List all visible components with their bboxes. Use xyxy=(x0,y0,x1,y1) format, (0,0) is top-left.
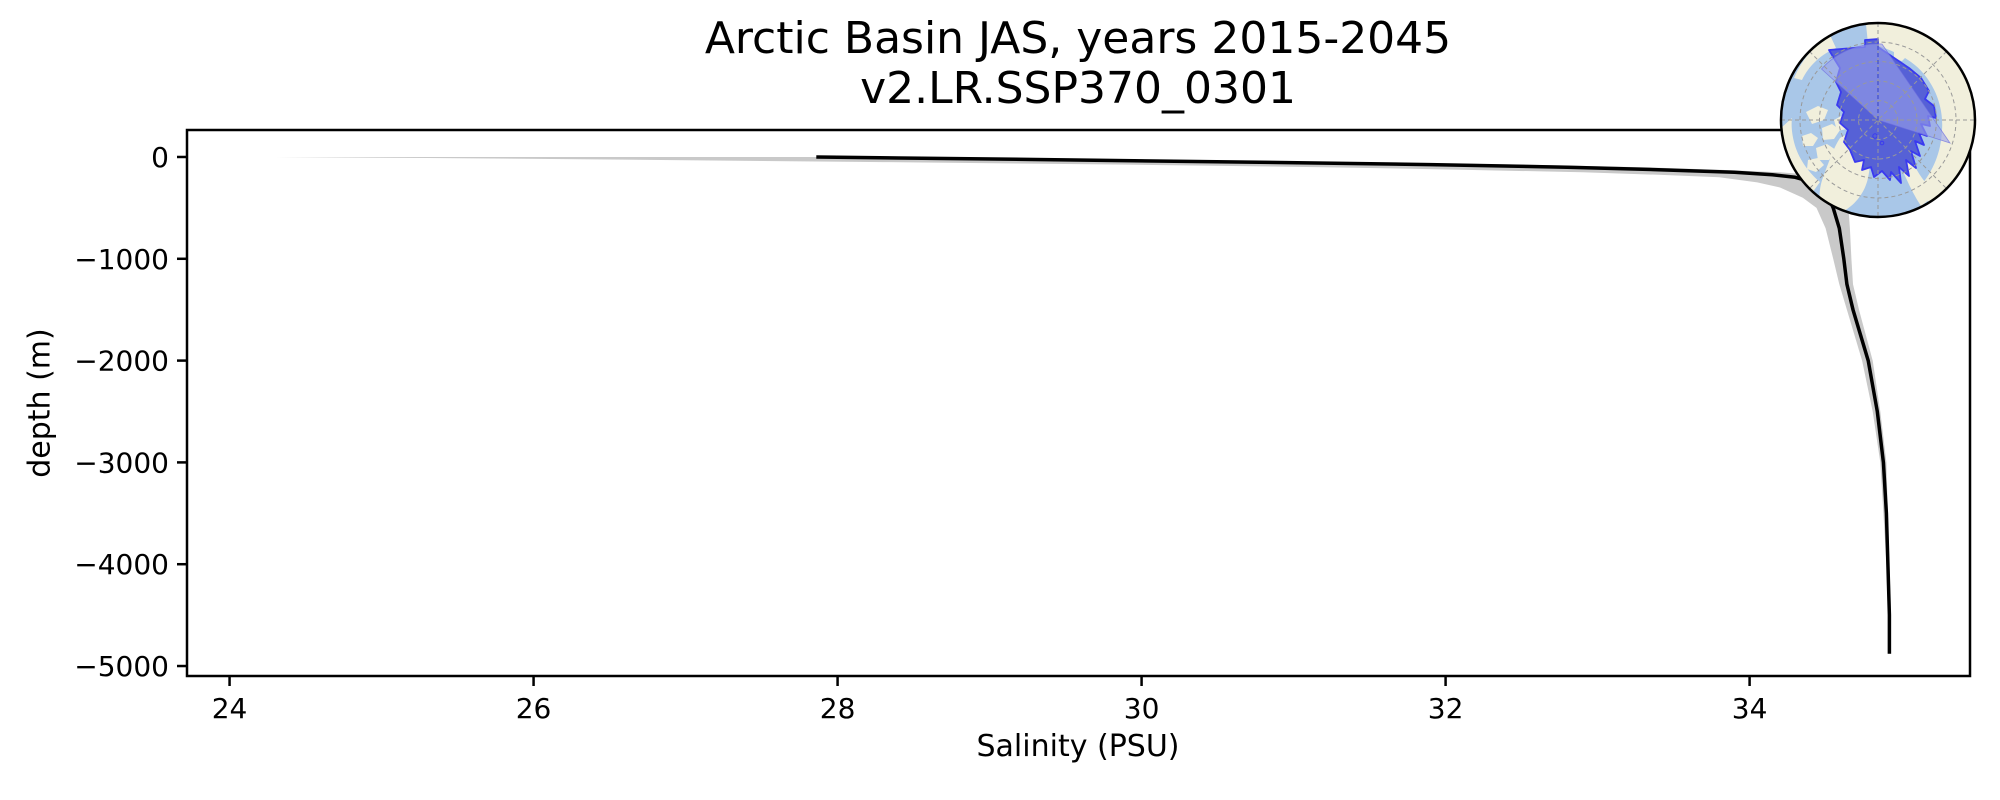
x-tick-label: 32 xyxy=(1428,692,1464,725)
x-tick-label: 30 xyxy=(1124,692,1160,725)
y-axis-label: depth (m) xyxy=(22,328,58,478)
map-graticule xyxy=(1781,23,1975,217)
x-tick-label: 24 xyxy=(212,692,248,725)
land-island-4 xyxy=(1816,144,1836,160)
y-tick-label: −2000 xyxy=(74,345,169,378)
land-island-6 xyxy=(1807,158,1824,172)
uncertainty-band xyxy=(275,157,1892,654)
map-border-circle xyxy=(1779,21,1977,219)
land-north-america xyxy=(1781,118,1820,193)
chart-title: Arctic Basin JAS, years 2015-2045 xyxy=(704,13,1452,64)
land-eurasia xyxy=(1866,23,1975,204)
x-tick-label: 34 xyxy=(1732,692,1768,725)
arctic-map-inset xyxy=(1779,21,1977,219)
x-tick-label: 26 xyxy=(516,692,552,725)
basin-sector-overlay xyxy=(1820,43,1951,144)
y-tick-label: −1000 xyxy=(74,243,169,276)
land-island-2 xyxy=(1822,124,1840,140)
basin-islet-2 xyxy=(1879,140,1885,146)
land-island-8 xyxy=(1894,50,1908,61)
x-axis-label: Salinity (PSU) xyxy=(976,729,1180,764)
y-tick-label: −3000 xyxy=(74,446,169,479)
y-tick-label: −4000 xyxy=(74,548,169,581)
map-land-group xyxy=(1781,23,1975,213)
mean-salinity-profile-line xyxy=(816,155,1892,654)
basin-islet-1 xyxy=(1872,133,1878,139)
y-tick-label: −5000 xyxy=(74,650,169,683)
y-tick-label: 0 xyxy=(151,141,169,174)
land-island-3 xyxy=(1802,133,1818,146)
chart-subtitle: v2.LR.SSP370_0301 xyxy=(860,63,1296,114)
axes-spines xyxy=(185,128,1972,678)
x-tick-label: 28 xyxy=(820,692,856,725)
